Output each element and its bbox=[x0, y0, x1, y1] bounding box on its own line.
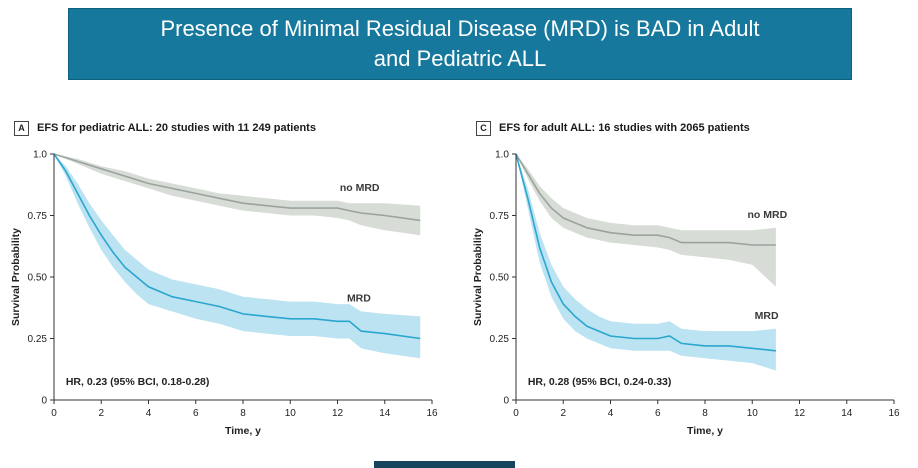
survival-curve bbox=[515, 153, 776, 246]
page-title-line2: and Pediatric ALL bbox=[373, 46, 547, 71]
footer-bar bbox=[374, 461, 515, 468]
survival-curve bbox=[515, 153, 776, 352]
x-tick-label: 6 bbox=[655, 408, 661, 419]
y-axis-label: Survival Probability bbox=[10, 228, 22, 326]
x-tick-label: 14 bbox=[379, 408, 391, 419]
x-tick-label: 2 bbox=[560, 408, 566, 419]
panel-title: EFS for pediatric ALL: 20 studies with 1… bbox=[37, 122, 316, 134]
hr-annotation: HR, 0.28 (95% BCI, 0.24-0.33) bbox=[528, 376, 672, 388]
hr-annotation: HR, 0.23 (95% BCI, 0.18-0.28) bbox=[66, 376, 210, 388]
charts-row: A EFS for pediatric ALL: 20 studies with… bbox=[8, 120, 916, 446]
ci-band bbox=[54, 154, 421, 359]
title-banner: Presence of Minimal Residual Disease (MR… bbox=[68, 8, 852, 80]
x-tick-label: 2 bbox=[98, 408, 104, 419]
y-tick-label: 1.0 bbox=[33, 150, 47, 161]
x-tick-label: 14 bbox=[841, 408, 853, 419]
survival-chart-pediatric: no MRD MRD 0 2 4 6 8 10 12 14 16 0 0.25 0.50 0.75 1.0 Ti… bbox=[10, 150, 438, 438]
x-axis-label: Time, y bbox=[225, 425, 261, 437]
ci-band bbox=[54, 154, 421, 236]
y-tick-label: 0.75 bbox=[490, 211, 510, 222]
x-tick-label: 16 bbox=[888, 408, 900, 419]
y-tick-label: 0.25 bbox=[28, 334, 48, 345]
x-tick-label: 10 bbox=[285, 408, 297, 419]
y-tick-label: 0.50 bbox=[490, 273, 510, 284]
chart-panel-adult: C EFS for adult ALL: 16 studies with 206… bbox=[470, 120, 916, 446]
panel-label-box: C bbox=[476, 120, 491, 136]
ci-band bbox=[516, 154, 776, 371]
y-tick-label: 1.0 bbox=[495, 150, 509, 161]
y-axis-label: Survival Probability bbox=[472, 228, 484, 326]
series-label: no MRD bbox=[748, 209, 788, 221]
x-tick-label: 12 bbox=[332, 408, 344, 419]
y-tick-label: 0 bbox=[503, 396, 509, 407]
y-tick-label: 0.75 bbox=[28, 211, 48, 222]
y-tick-label: 0 bbox=[41, 396, 47, 407]
panel-title: EFS for adult ALL: 16 studies with 2065 … bbox=[499, 122, 750, 134]
x-axis-label: Time, y bbox=[687, 425, 723, 437]
survival-curve bbox=[53, 153, 421, 222]
x-tick-label: 8 bbox=[702, 408, 708, 419]
x-tick-label: 10 bbox=[747, 408, 759, 419]
x-tick-label: 16 bbox=[426, 408, 438, 419]
series-label: MRD bbox=[755, 310, 779, 322]
panel-header-pediatric: A EFS for pediatric ALL: 20 studies with… bbox=[14, 120, 454, 136]
survival-chart-adult: no MRD MRD 0 2 4 6 8 10 12 14 16 0 0.25 0.50 0.75 1.0 Ti… bbox=[472, 150, 900, 438]
y-tick-label: 0.50 bbox=[28, 273, 48, 284]
page-title-line1: Presence of Minimal Residual Disease (MR… bbox=[160, 16, 760, 41]
x-tick-label: 6 bbox=[193, 408, 199, 419]
panel-header-adult: C EFS for adult ALL: 16 studies with 206… bbox=[476, 120, 916, 136]
x-tick-label: 8 bbox=[240, 408, 246, 419]
x-tick-label: 0 bbox=[51, 408, 57, 419]
ci-band bbox=[516, 154, 776, 287]
x-tick-label: 0 bbox=[513, 408, 519, 419]
y-tick-label: 0.25 bbox=[490, 334, 510, 345]
x-tick-label: 12 bbox=[794, 408, 806, 419]
series-label: no MRD bbox=[340, 182, 380, 194]
chart-panel-pediatric: A EFS for pediatric ALL: 20 studies with… bbox=[8, 120, 454, 446]
x-tick-label: 4 bbox=[146, 408, 152, 419]
panel-label-box: A bbox=[14, 120, 29, 136]
series-label: MRD bbox=[347, 293, 371, 305]
x-tick-label: 4 bbox=[608, 408, 614, 419]
survival-curve bbox=[53, 153, 421, 340]
